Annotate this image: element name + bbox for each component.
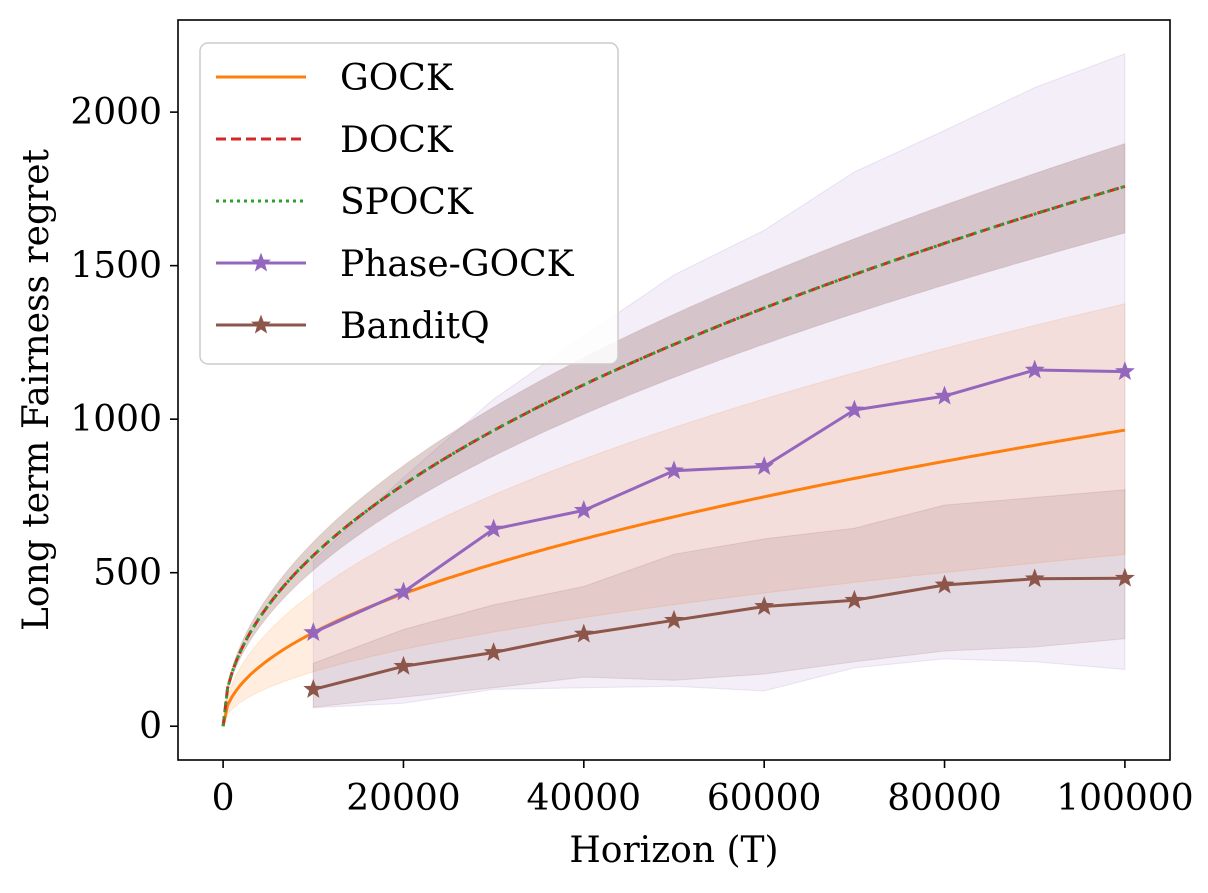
x-tick-label: 100000 xyxy=(1056,778,1193,819)
point-banditq xyxy=(934,574,955,594)
series-lines xyxy=(221,184,1126,727)
series-markers xyxy=(303,359,1135,698)
x-tick-label: 40000 xyxy=(527,778,642,819)
x-tick-label: 20000 xyxy=(346,778,461,819)
legend-item: GOCK xyxy=(216,58,454,99)
band-dock xyxy=(222,142,1126,727)
y-tick-label: 1500 xyxy=(70,246,162,287)
legend-item: BanditQ xyxy=(216,306,490,347)
point-phase-gock xyxy=(483,518,504,538)
legend-box xyxy=(199,42,619,365)
y-axis-label: Long term Fairness regret xyxy=(16,148,57,630)
line-phase-gock xyxy=(312,368,1125,634)
point-banditq xyxy=(664,609,684,629)
line-banditq xyxy=(312,576,1125,691)
x-tick-label: 0 xyxy=(212,778,235,819)
x-axis: 0 20000 40000 60000 80000 100000 xyxy=(212,760,1194,819)
x-tick-label: 80000 xyxy=(887,778,1002,819)
point-phase-gock xyxy=(934,385,955,405)
legend-item: DOCK xyxy=(216,120,454,161)
point-banditq xyxy=(844,589,865,609)
y-tick-label: 0 xyxy=(139,706,162,747)
point-banditq xyxy=(1024,568,1045,588)
point-banditq xyxy=(573,623,594,643)
point-phase-gock xyxy=(844,399,865,419)
legend-label: DOCK xyxy=(340,120,454,161)
point-phase-gock xyxy=(1024,359,1045,379)
point-phase-gock xyxy=(664,460,684,480)
y-tick-label: 500 xyxy=(93,553,162,594)
y-tick-label: 1000 xyxy=(70,399,162,440)
point-phase-gock xyxy=(1114,361,1135,381)
plot-frame xyxy=(177,19,1171,761)
legend-item: SPOCK xyxy=(216,182,474,223)
band-gock xyxy=(222,303,1126,727)
x-axis-label: Horizon (T) xyxy=(569,830,778,871)
confidence-bands xyxy=(222,53,1126,727)
point-banditq xyxy=(393,655,414,675)
point-banditq xyxy=(754,596,775,615)
legend-label: BanditQ xyxy=(340,306,490,347)
point-banditq xyxy=(303,678,324,698)
point-phase-gock xyxy=(303,622,324,642)
legend-label: Phase-GOCK xyxy=(340,244,575,285)
point-phase-gock xyxy=(573,499,594,519)
point-phase-gock xyxy=(393,581,414,601)
y-tick-label: 2000 xyxy=(70,92,162,133)
point-banditq xyxy=(1114,567,1135,587)
x-tick-label: 60000 xyxy=(707,778,822,819)
point-banditq xyxy=(483,642,504,661)
legend-marker xyxy=(251,252,271,272)
legend-item: Phase-GOCK xyxy=(216,244,575,285)
legend: GOCK DOCK SPOCK Phase-GOCK BanditQ xyxy=(199,42,619,365)
legend-label: GOCK xyxy=(340,58,454,99)
band-banditq xyxy=(312,489,1126,708)
line-spock xyxy=(221,184,1126,727)
y-axis: 0 500 1000 1500 2000 xyxy=(70,92,178,747)
point-phase-gock xyxy=(754,456,775,475)
legend-marker xyxy=(251,314,271,334)
legend-label: SPOCK xyxy=(340,182,474,223)
